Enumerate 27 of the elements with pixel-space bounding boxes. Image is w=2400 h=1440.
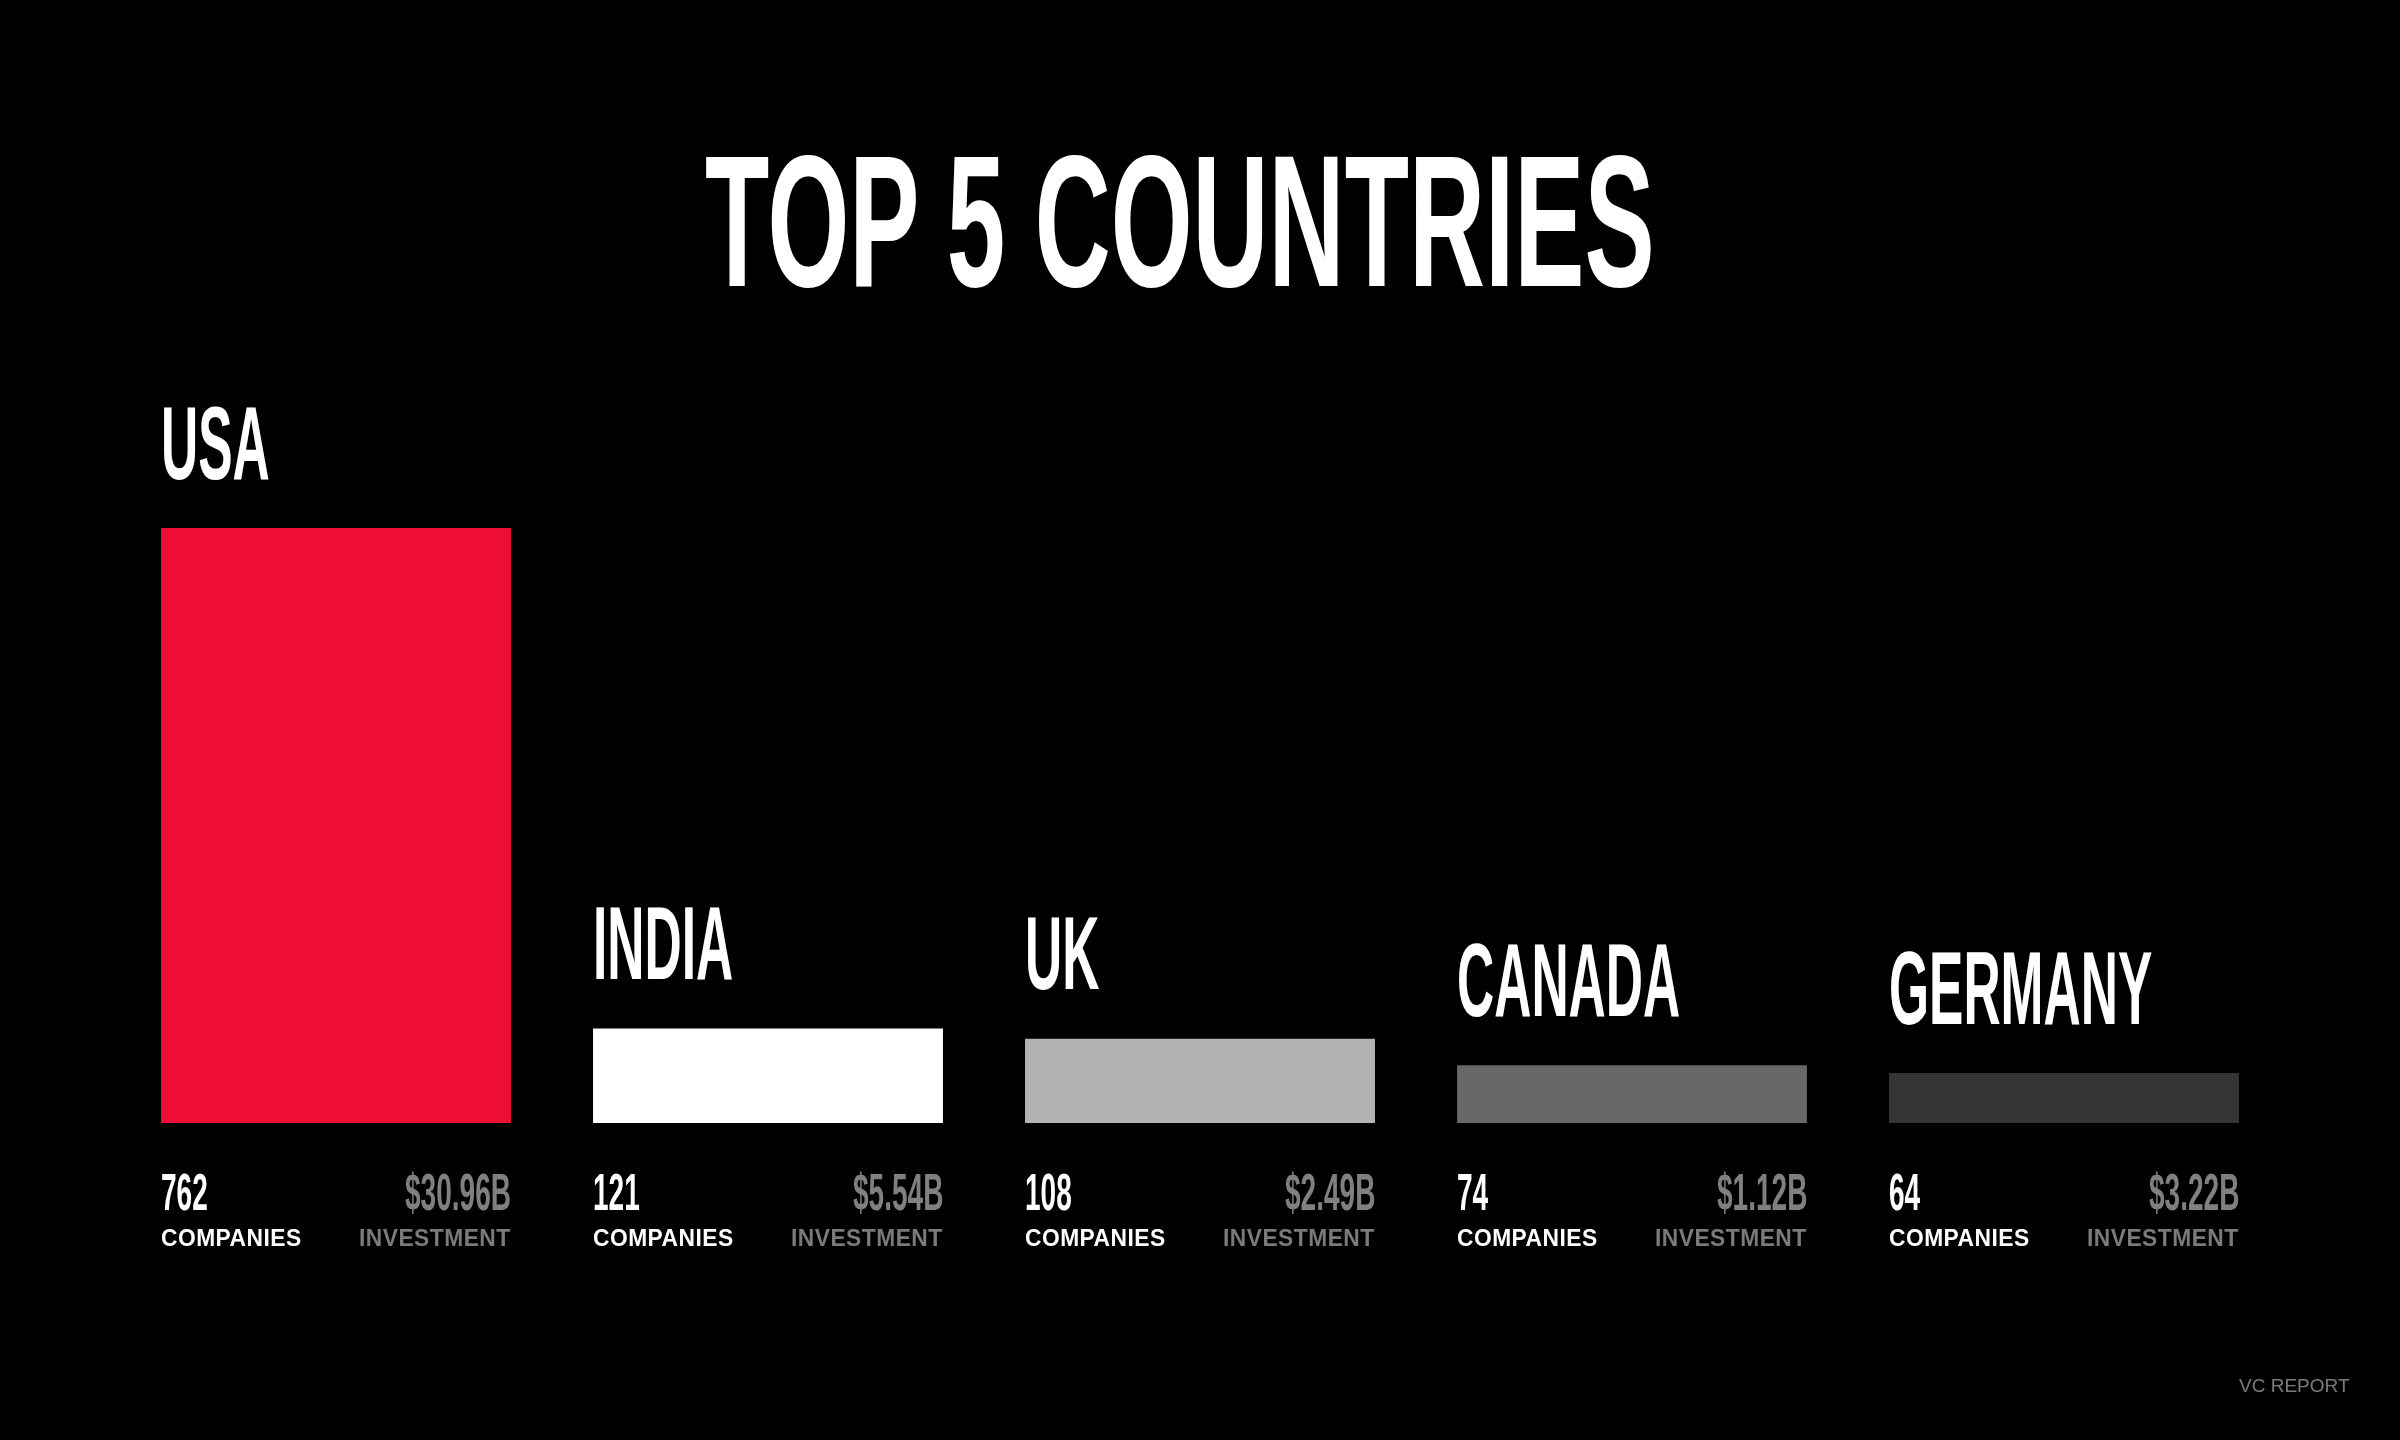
text: VC REPORT (2239, 1374, 2350, 1396)
x-tick-label: GERMANY (1889, 930, 2153, 1046)
data-label: 121 (593, 1164, 640, 1221)
data-label: 74 (1457, 1164, 1489, 1221)
text: $1.12B INVESTMENT (1654, 1164, 1808, 1252)
chart-title: TOP 5 COUNTRIES (705, 115, 1655, 326)
text: $2.49B INVESTMENT (1222, 1164, 1376, 1252)
text: COMPANIES (161, 1224, 302, 1252)
x-tick-label: INDIA (593, 886, 734, 1002)
data-label: 108 (1025, 1164, 1072, 1221)
bar (1889, 1073, 2239, 1123)
bar (161, 528, 511, 1123)
text: $3.22B INVESTMENT (2086, 1164, 2240, 1252)
bar (1025, 1038, 1375, 1123)
data-label: 762 (161, 1164, 208, 1221)
bar (593, 1028, 943, 1123)
text: COMPANIES (1457, 1224, 1598, 1252)
text: $30.96B INVESTMENT (358, 1164, 511, 1252)
text: COMPANIES (593, 1224, 734, 1252)
text: $5.54B INVESTMENT (790, 1164, 944, 1252)
text: COMPANIES (1889, 1224, 2030, 1252)
x-tick-label: USA (161, 385, 270, 501)
x-tick-label: CANADA (1457, 923, 1681, 1039)
text: COMPANIES (1025, 1224, 1166, 1252)
x-tick-label: UK (1025, 896, 1100, 1012)
bar (1457, 1065, 1807, 1123)
data-label: 64 (1889, 1164, 1921, 1221)
